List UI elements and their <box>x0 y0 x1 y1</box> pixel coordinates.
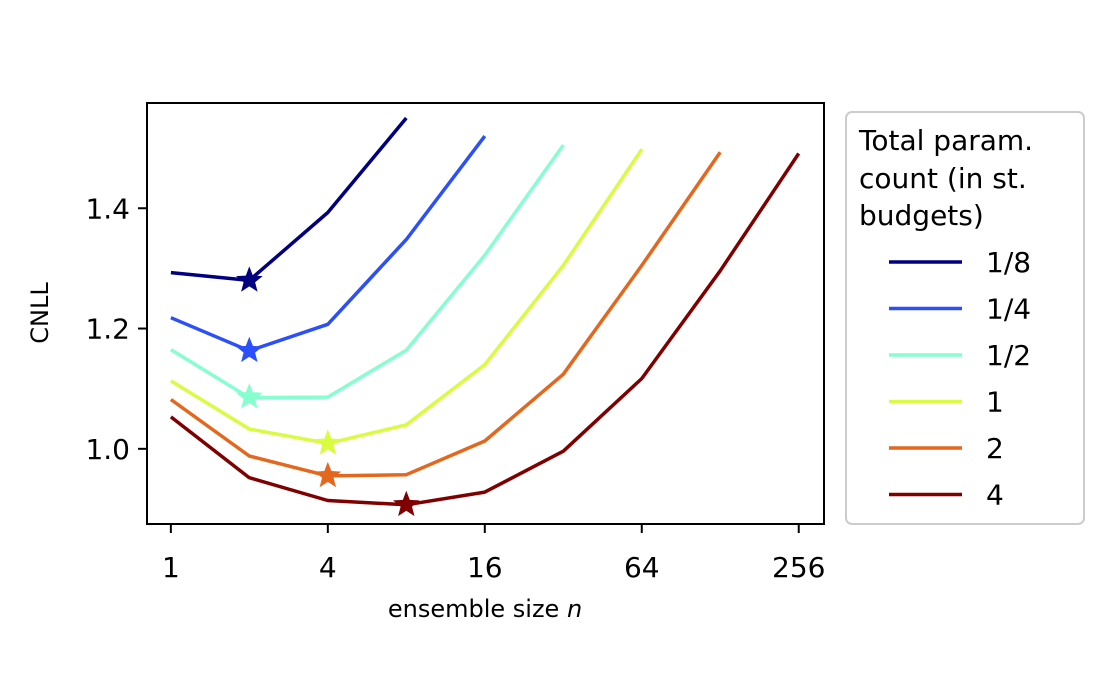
x-tick-label-3: 64 <box>624 551 660 584</box>
legend-title-line-3: budgets) <box>859 199 984 232</box>
x-tick-label-2: 16 <box>467 551 503 584</box>
x-tick-label-1: 4 <box>319 551 337 584</box>
legend-label-1: 1/4 <box>986 293 1031 326</box>
x-tick-label-0: 1 <box>162 551 180 584</box>
best-point-star-5 <box>393 491 420 516</box>
y-tick-label-1: 1.2 <box>85 313 130 346</box>
series-line-5 <box>171 154 799 505</box>
x-tick-label-4: 256 <box>772 551 825 584</box>
x-axis-label: ensemble size n <box>388 595 582 623</box>
legend-title-line-1: Total param. <box>858 124 1033 157</box>
y-tick-label-2: 1.4 <box>85 192 130 225</box>
legend-label-3: 1 <box>986 386 1004 419</box>
x-axis: 1 4 16 64 256 <box>162 524 826 584</box>
y-axis-label: CNLL <box>26 282 54 344</box>
legend-label-2: 1/2 <box>986 339 1031 372</box>
legend-label-0: 1/8 <box>986 246 1031 279</box>
best-point-star-4 <box>315 462 342 487</box>
best-point-star-2 <box>236 383 263 408</box>
legend-label-5: 4 <box>986 479 1004 512</box>
series-line-3 <box>171 149 642 443</box>
y-tick-label-0: 1.0 <box>85 433 130 466</box>
series-line-1 <box>171 136 485 351</box>
series-line-2 <box>171 145 563 398</box>
plot-lines <box>171 118 799 505</box>
plot-frame <box>147 103 824 524</box>
series-line-0 <box>171 118 406 280</box>
legend: Total param. count (in st. budgets) 1/8 1… <box>846 112 1084 524</box>
legend-label-4: 2 <box>986 432 1004 465</box>
plot-markers <box>236 266 420 516</box>
best-point-star-3 <box>315 429 342 454</box>
legend-title-line-2: count (in st. <box>859 162 1027 195</box>
y-axis: 1.0 1.2 1.4 <box>85 192 147 466</box>
best-point-star-1 <box>236 337 263 362</box>
series-line-4 <box>171 152 720 476</box>
